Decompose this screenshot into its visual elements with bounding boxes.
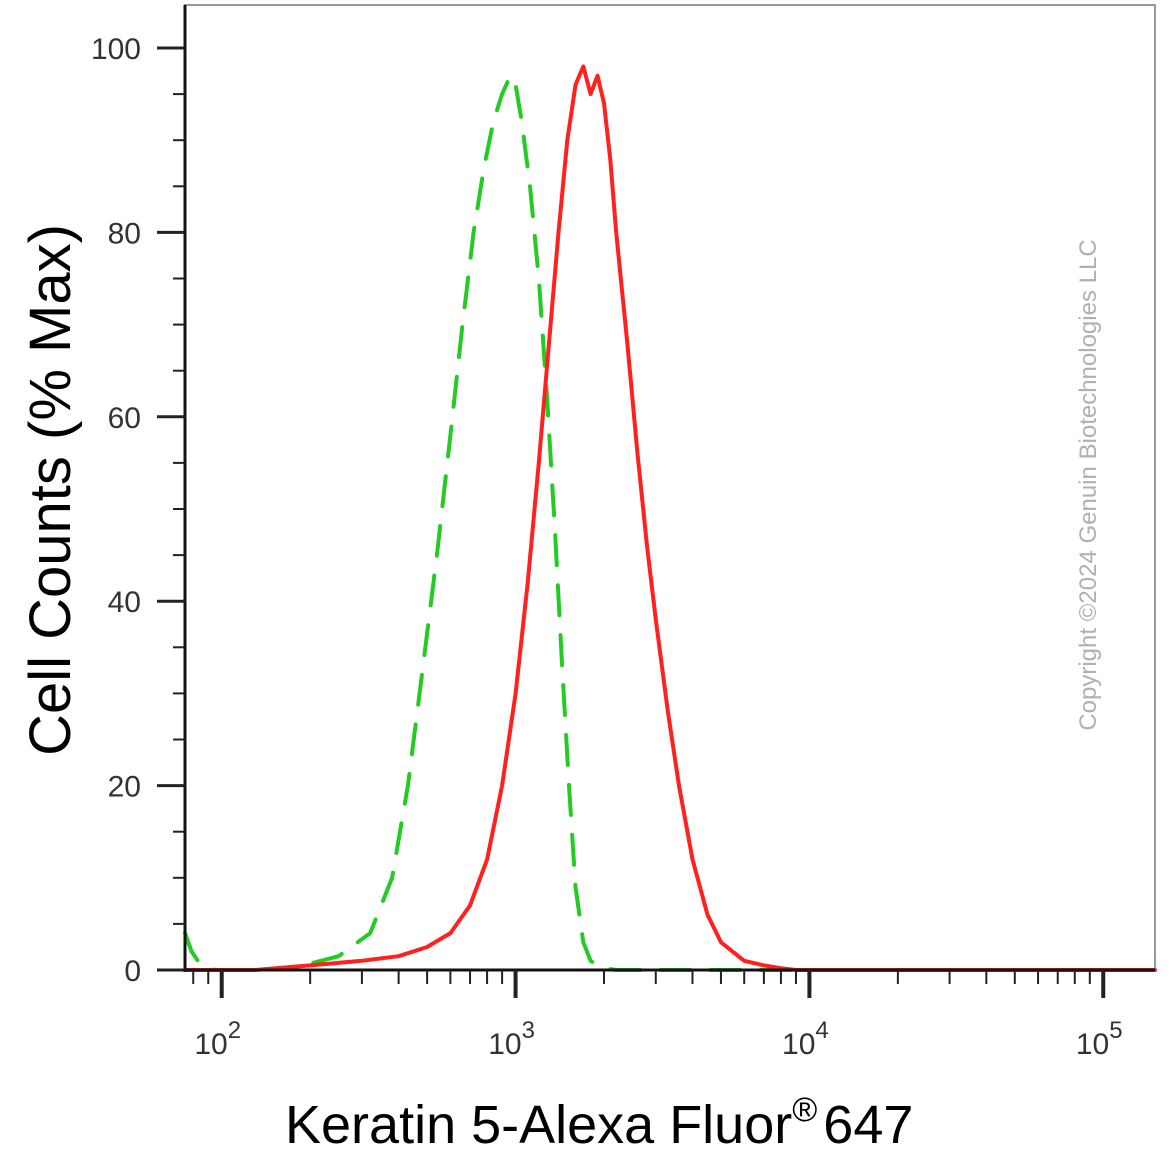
x-tick-label-exponent: 4 [815,1017,828,1044]
y-tick-label: 40 [108,586,141,619]
x-tick-label-base: 10 [782,1028,815,1061]
y-axis-title: Cell Counts (% Max) [18,224,83,756]
x-tick-label: 104 [782,1017,829,1061]
x-axis-title-superscript: ® [792,1091,817,1129]
x-tick-label-base: 10 [1076,1028,1109,1061]
x-tick-label-base: 10 [488,1028,521,1061]
y-tick-label: 0 [124,955,141,988]
x-axis-title-main: Keratin 5-Alexa Fluor [285,1095,792,1155]
y-tick-label: 80 [108,217,141,250]
series-line-1 [183,64,1157,972]
x-tick-label-exponent: 2 [228,1017,241,1044]
plot-frame [184,4,1156,971]
x-tick-label: 102 [194,1017,241,1061]
x-tick-label: 105 [1076,1017,1123,1061]
copyright-watermark: Copyright ©2024 Genuin Biotechnologies L… [1075,239,1102,730]
y-tick-label: 20 [108,771,141,804]
x-axis-title: Keratin 5-Alexa Fluor® 647 [285,1091,913,1155]
x-tick-label-exponent: 5 [1109,1017,1122,1044]
series-line-0 [183,73,1157,972]
series-layer [183,64,1157,972]
y-tick-label: 60 [108,402,141,435]
x-tick-label-exponent: 3 [522,1017,535,1044]
plot-border [184,4,1156,971]
y-tick-label: 100 [91,33,141,66]
x-tick-label-base: 10 [194,1028,227,1061]
x-tick-label: 103 [488,1017,535,1061]
x-axis-title-suffix: 647 [823,1095,913,1155]
